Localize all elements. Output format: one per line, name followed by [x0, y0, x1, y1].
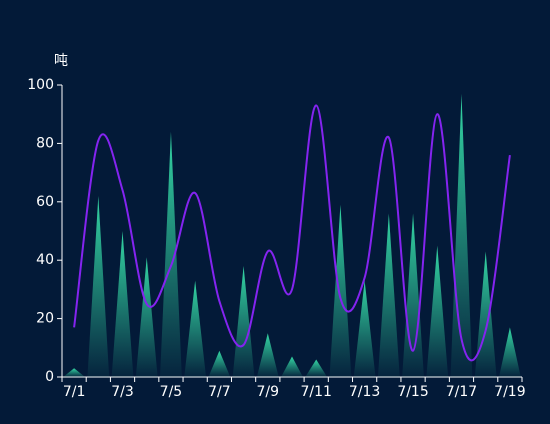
- x-tick-label: 7/9: [257, 384, 280, 400]
- spike-bar: [377, 213, 400, 377]
- x-tick-label: 7/19: [494, 384, 525, 400]
- y-tick-label: 0: [45, 369, 54, 385]
- line: [73, 104, 511, 362]
- spike-bar: [305, 359, 328, 377]
- x-tick-label: 7/5: [160, 384, 183, 400]
- spike-bar: [208, 350, 231, 377]
- x-tick-label: 7/3: [111, 384, 134, 400]
- y-unit: 吨: [54, 53, 68, 69]
- x-tick-label: 7/17: [446, 384, 477, 400]
- spike-bar: [184, 280, 207, 377]
- spike-bar: [281, 356, 303, 377]
- x-tick-label: 7/13: [349, 384, 380, 400]
- spike-bar: [256, 333, 279, 377]
- x-tick-label: 7/1: [63, 384, 86, 400]
- spike-bar: [160, 131, 182, 377]
- y-tick-label: 20: [36, 311, 54, 327]
- x-tick-label: 7/7: [208, 384, 231, 400]
- y-tick-label: 100: [27, 77, 54, 93]
- spike-bar: [402, 213, 424, 377]
- spike-bar: [499, 327, 521, 377]
- spike-bar: [329, 204, 352, 377]
- spike-bar: [111, 231, 134, 377]
- spike-bar: [353, 280, 376, 377]
- spike-bar: [450, 93, 473, 377]
- y-tick-label: 60: [36, 194, 54, 210]
- spike-bar: [232, 266, 255, 377]
- y-tick-label: 40: [36, 252, 54, 268]
- spike-bar: [426, 245, 449, 377]
- spike-bar: [63, 368, 85, 377]
- y-tick-label: 80: [36, 135, 54, 151]
- spike-bar: [135, 257, 158, 377]
- x-tick-label: 7/15: [397, 384, 428, 400]
- spike-bar: [87, 195, 110, 377]
- x-tick-label: 7/11: [300, 384, 331, 400]
